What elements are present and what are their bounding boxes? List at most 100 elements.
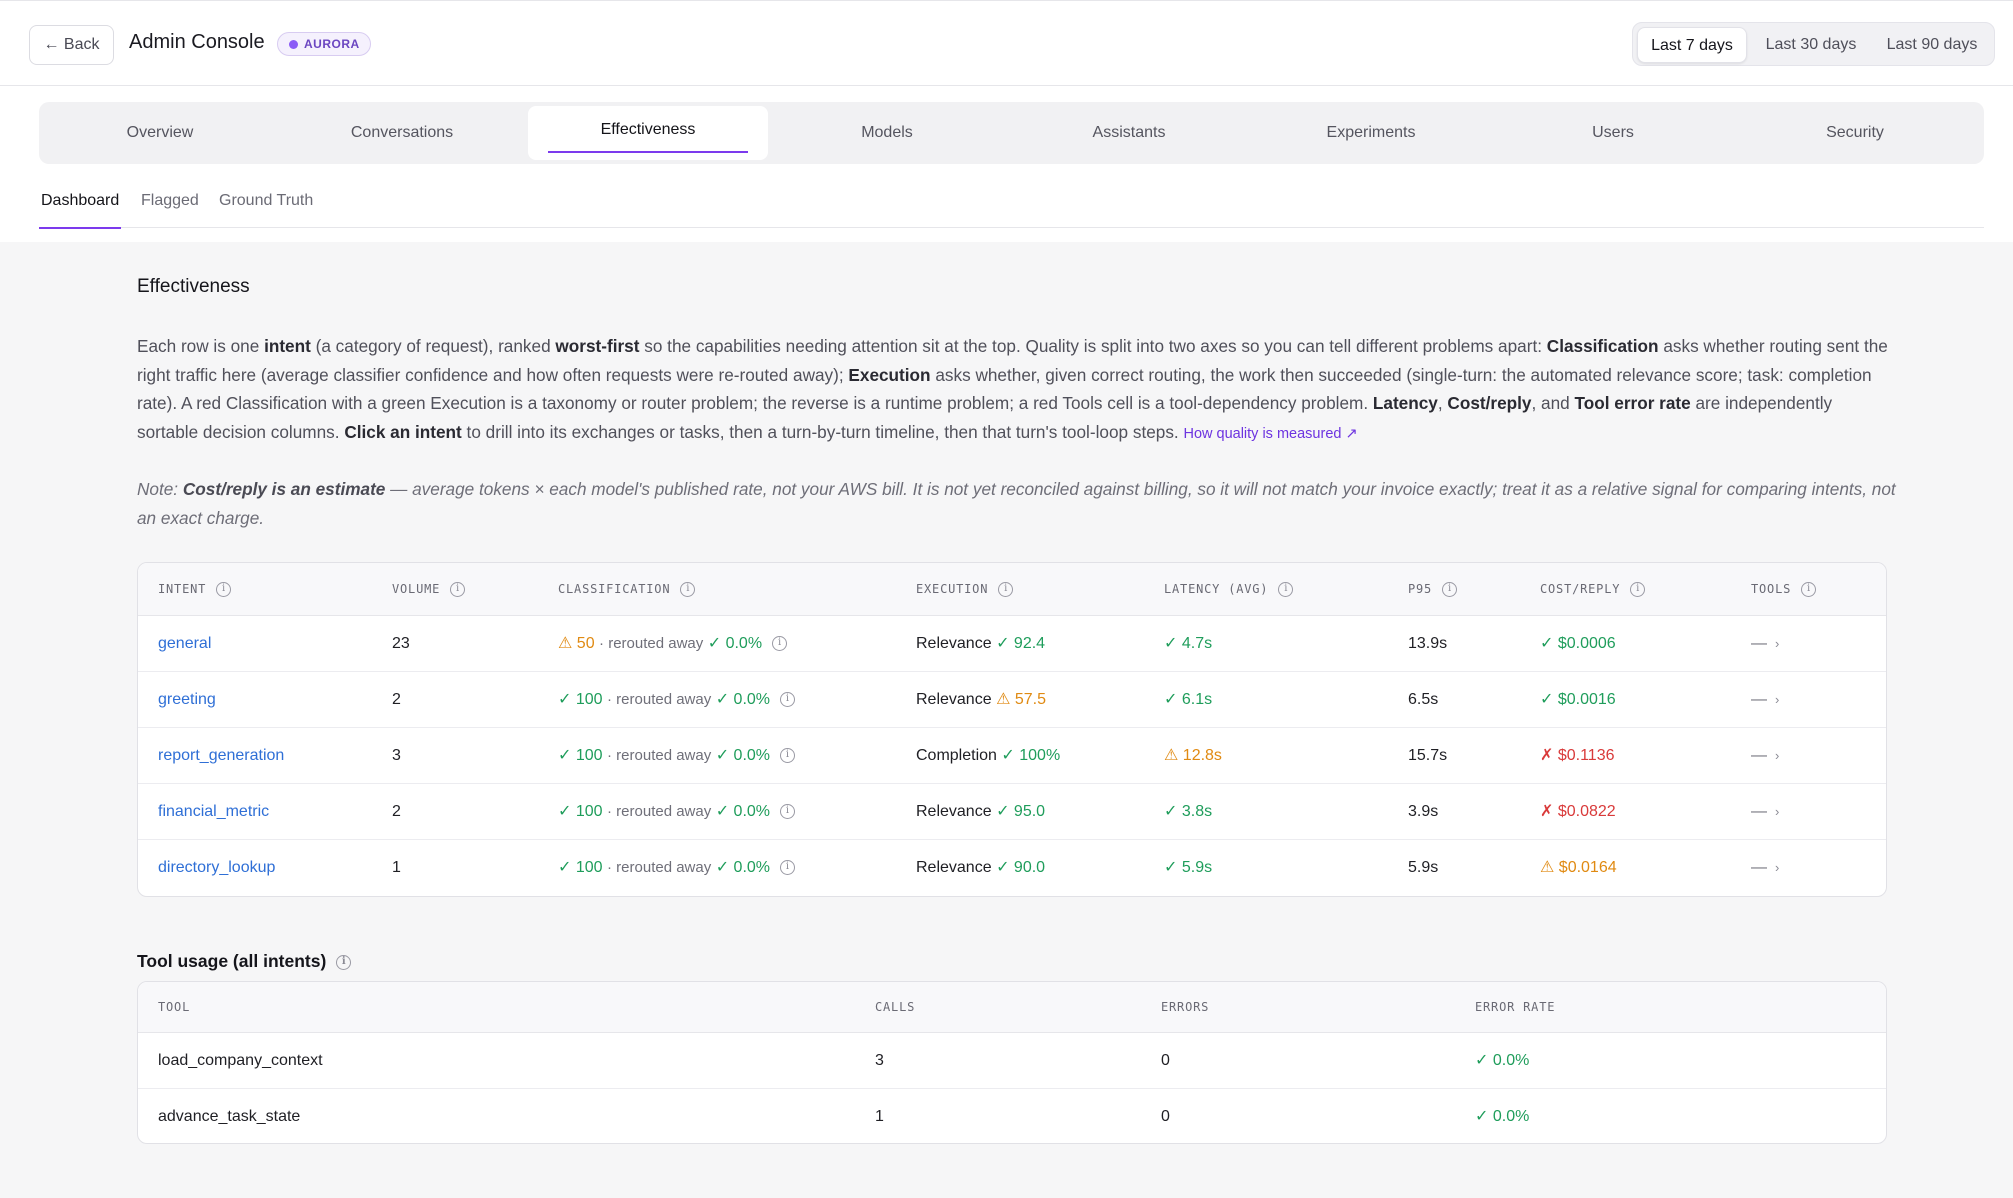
subtab-flagged[interactable]: Flagged (141, 192, 199, 209)
execution-value: ✓ 90.0 (996, 859, 1046, 876)
range-last-30-days[interactable]: Last 30 days (1765, 36, 1857, 53)
desc-text: , and (1531, 393, 1575, 413)
chevron-right-icon: › (1775, 636, 1780, 651)
col-latency[interactable]: LATENCY (AVG) i (1164, 563, 1294, 616)
tab-security[interactable]: Security (1826, 124, 1884, 141)
col-execution[interactable]: EXECUTION i (916, 563, 1014, 616)
active-subtab-underline (39, 227, 122, 229)
tab-models[interactable]: Models (861, 124, 913, 141)
volume-value: 23 (392, 635, 410, 652)
date-range-selector: Last 7 days Last 30 days Last 90 days (1632, 22, 1995, 66)
col-tools[interactable]: TOOLS i (1751, 563, 1817, 616)
desc-bold: Click an intent (344, 421, 462, 442)
tools-cell[interactable]: — › (1751, 672, 1779, 728)
col-cost[interactable]: COST/REPLY i (1540, 563, 1646, 616)
reroute-rate: ✓ 0.0% (715, 803, 771, 820)
info-icon[interactable]: i (780, 748, 796, 764)
desc-text: , (1437, 393, 1448, 413)
col-latency-label: LATENCY (AVG) (1164, 582, 1269, 596)
col-p95[interactable]: P95 i (1408, 563, 1458, 616)
tab-experiments[interactable]: Experiments (1326, 124, 1416, 141)
execution-cell: Relevance ✓ 95.0 (916, 784, 1045, 840)
tools-cell[interactable]: — › (1751, 840, 1779, 896)
range-last-7-days[interactable]: Last 7 days (1637, 27, 1747, 63)
table-row[interactable]: report_generation 3 ✓ 100 · rerouted awa… (138, 728, 1886, 784)
table-row[interactable]: directory_lookup 1 ✓ 100 · rerouted away… (138, 840, 1886, 896)
execution-value: ✓ 100% (1001, 747, 1061, 764)
intent-link[interactable]: directory_lookup (158, 859, 276, 876)
check-icon: ✓ (558, 803, 572, 820)
volume-value: 3 (392, 747, 401, 764)
table-row[interactable]: general 23 ⚠ 50 · rerouted away ✓ 0.0% i … (138, 616, 1886, 672)
tab-users[interactable]: Users (1592, 124, 1634, 141)
subtab-dashboard-label: Dashboard (41, 192, 120, 209)
tool-calls: 3 (875, 1052, 884, 1069)
volume-value: 2 (392, 803, 401, 820)
col-intent[interactable]: INTENT i (158, 563, 232, 616)
subtab-ground-truth[interactable]: Ground Truth (219, 192, 314, 209)
info-icon[interactable]: i (1278, 582, 1294, 597)
classification-cell: ✓ 100 · rerouted away ✓ 0.0% i (558, 840, 796, 896)
classification-cell: ✓ 100 · rerouted away ✓ 0.0% i (558, 728, 796, 784)
tab-conversations[interactable]: Conversations (350, 124, 454, 141)
note-text: — average tokens × each model's publishe… (137, 479, 1896, 528)
back-button[interactable]: ← Back (29, 25, 114, 65)
execution-cell: Completion ✓ 100% (916, 728, 1060, 784)
execution-label: Relevance (916, 859, 992, 876)
col-classification[interactable]: CLASSIFICATION i (558, 563, 696, 616)
col-volume-label: VOLUME (392, 582, 441, 596)
table-row[interactable]: greeting 2 ✓ 100 · rerouted away ✓ 0.0% i… (138, 672, 1886, 728)
info-icon[interactable]: i (780, 692, 796, 708)
tool-error-rate: ✓ 0.0% (1475, 1108, 1530, 1125)
tools-cell[interactable]: — › (1751, 728, 1779, 784)
desc-text: to drill into its exchanges or tasks, th… (461, 421, 1184, 442)
range-last-90-days[interactable]: Last 90 days (1886, 36, 1978, 53)
cost-value: ✓ $0.0006 (1540, 635, 1616, 652)
latency-value: ✓ 4.7s (1164, 635, 1213, 652)
col-tools-label: TOOLS (1751, 582, 1792, 596)
tool-errors: 0 (1161, 1108, 1170, 1125)
p95-value: 5.9s (1408, 859, 1439, 876)
col-errors[interactable]: ERRORS (1161, 1000, 1210, 1014)
tools-value: — (1751, 803, 1767, 820)
col-tool[interactable]: TOOL (158, 1000, 191, 1014)
main-tab-bar: Overview Conversations Effectiveness Mod… (39, 102, 1984, 164)
tools-cell[interactable]: — › (1751, 616, 1779, 672)
tab-effectiveness[interactable]: Effectiveness (528, 106, 768, 160)
desc-bold: Classification (1546, 336, 1659, 356)
intent-link[interactable]: report_generation (158, 747, 285, 764)
intent-link[interactable]: general (158, 635, 212, 652)
info-icon[interactable]: i (772, 636, 788, 652)
info-icon[interactable]: i (1442, 582, 1458, 597)
info-icon[interactable]: i (998, 582, 1014, 597)
info-icon[interactable]: i (1801, 582, 1817, 597)
info-icon[interactable]: i (1630, 582, 1646, 597)
tab-overview[interactable]: Overview (126, 124, 194, 141)
tool-name: advance_task_state (158, 1108, 301, 1125)
p95-value: 15.7s (1408, 747, 1448, 764)
info-icon[interactable]: i (680, 582, 696, 597)
info-icon[interactable]: i (450, 582, 466, 597)
col-error-rate[interactable]: ERROR RATE (1475, 1000, 1556, 1014)
subtab-dashboard[interactable]: Dashboard (39, 190, 122, 229)
info-icon[interactable]: i (780, 860, 796, 876)
intent-link[interactable]: greeting (158, 691, 216, 708)
info-icon[interactable]: i (216, 582, 232, 597)
col-volume[interactable]: VOLUME i (392, 563, 466, 616)
section-description: Each row is one intent (a category of re… (137, 332, 1897, 448)
tools-cell[interactable]: — › (1751, 784, 1779, 840)
cost-note: Note: Cost/reply is an estimate — averag… (137, 475, 1897, 532)
info-icon[interactable]: i (336, 954, 352, 970)
col-execution-label: EXECUTION (916, 582, 989, 596)
table-row[interactable]: financial_metric 2 ✓ 100 · rerouted away… (138, 784, 1886, 840)
desc-bold: Cost/reply (1447, 393, 1532, 413)
tab-assistants[interactable]: Assistants (1092, 124, 1166, 141)
rerouted-label: · rerouted away (607, 747, 712, 764)
cost-value: ✗ $0.1136 (1540, 747, 1615, 764)
info-icon[interactable]: i (780, 804, 796, 820)
intent-link[interactable]: financial_metric (158, 803, 270, 820)
tools-value: — (1751, 747, 1767, 764)
quality-measured-link[interactable]: How quality is measured ↗ (1183, 425, 1358, 442)
cost-value: ✗ $0.0822 (1540, 803, 1616, 820)
col-calls[interactable]: CALLS (875, 1000, 916, 1014)
